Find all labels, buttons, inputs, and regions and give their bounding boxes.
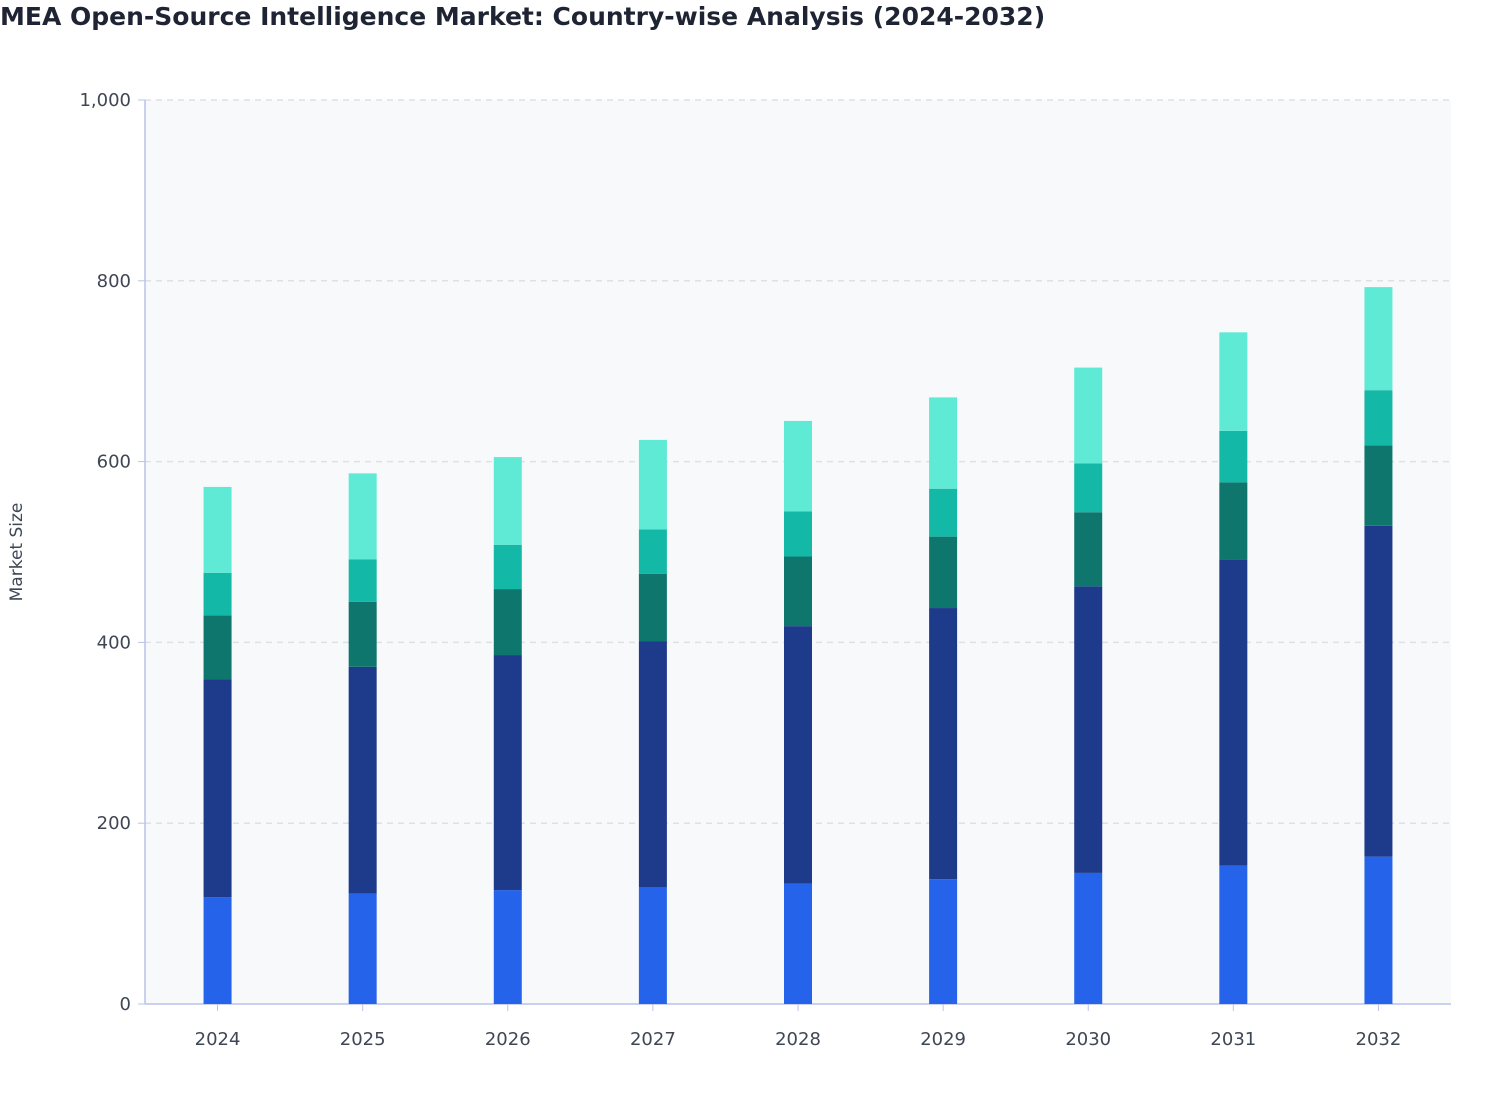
y-tick-label: 600: [97, 452, 131, 473]
y-axis-label: Market Size: [7, 503, 27, 602]
bar-segment-2026-s2: [493, 655, 522, 891]
bar-segment-2024-s2: [203, 679, 232, 898]
bar-segment-2030-s2: [1074, 586, 1103, 873]
y-tick-label: 1,000: [79, 90, 131, 111]
bar-segment-2030-s5: [1074, 367, 1103, 464]
bar-segment-2031-s5: [1219, 332, 1248, 431]
bar-segment-2027-s1: [638, 887, 667, 1004]
bar-segment-2028-s2: [784, 626, 812, 884]
x-tick-label: 2026: [485, 1029, 531, 1050]
bar-segment-2027-s4: [638, 529, 667, 574]
bar-segment-2024-s4: [203, 572, 232, 616]
bar-segment-2032-s4: [1364, 390, 1393, 446]
y-tick-label: 400: [97, 632, 131, 653]
x-tick-label: 2029: [920, 1029, 966, 1050]
bar-segment-2029-s4: [929, 488, 958, 537]
x-tick-label: 2028: [775, 1029, 821, 1050]
bar-segment-2032-s2: [1364, 525, 1393, 857]
chart-title: MEA Open-Source Intelligence Market: Cou…: [0, 2, 1046, 31]
bar-segment-2024-s3: [203, 615, 232, 680]
y-tick-label: 800: [97, 271, 131, 292]
bar-segment-2027-s5: [638, 439, 667, 530]
bar-segment-2028-s1: [784, 883, 812, 1004]
bar-segment-2031-s2: [1219, 559, 1248, 866]
bar-segment-2029-s1: [929, 879, 958, 1004]
bar-segment-2026-s5: [493, 457, 522, 545]
bar-segment-2030-s1: [1074, 872, 1103, 1004]
bar-segment-2030-s4: [1074, 463, 1103, 513]
bar-segment-2029-s5: [929, 397, 958, 489]
bar-segment-2032-s3: [1364, 445, 1393, 526]
bar-segment-2025-s3: [348, 601, 377, 667]
bar-segment-2029-s2: [929, 608, 958, 880]
x-tick-label: 2025: [340, 1029, 386, 1050]
bar-segment-2031-s4: [1219, 430, 1248, 483]
bar-segment-2031-s3: [1219, 482, 1248, 560]
bar-segment-2029-s3: [929, 536, 958, 609]
x-tick-label: 2024: [195, 1029, 241, 1050]
bar-segment-2025-s5: [348, 473, 377, 560]
bar-segment-2026-s4: [493, 544, 522, 590]
bar-segment-2026-s3: [493, 589, 522, 656]
x-tick-label: 2031: [1210, 1029, 1256, 1050]
bar-segment-2031-s1: [1219, 865, 1248, 1004]
y-tick-label: 0: [120, 994, 131, 1015]
bar-segment-2024-s5: [203, 486, 232, 573]
bar-segment-2032-s1: [1364, 856, 1393, 1004]
bar-segment-2027-s3: [638, 573, 667, 642]
bar-segment-2030-s3: [1074, 512, 1103, 587]
bar-segment-2028-s3: [784, 556, 812, 627]
x-tick-label: 2030: [1065, 1029, 1111, 1050]
bar-segment-2027-s2: [638, 641, 667, 888]
bar-segment-2025-s2: [348, 666, 377, 894]
bar-segment-2024-s1: [203, 897, 232, 1004]
bar-segment-2026-s1: [493, 890, 522, 1004]
y-tick-label: 200: [97, 813, 131, 834]
x-tick-label: 2027: [630, 1029, 676, 1050]
bar-segment-2025-s4: [348, 559, 377, 602]
bar-segment-2032-s5: [1364, 287, 1393, 391]
bar-segment-2028-s5: [784, 420, 812, 512]
x-tick-label: 2032: [1356, 1029, 1402, 1050]
bar-segment-2028-s4: [784, 511, 812, 557]
bar-segment-2025-s1: [348, 893, 377, 1004]
